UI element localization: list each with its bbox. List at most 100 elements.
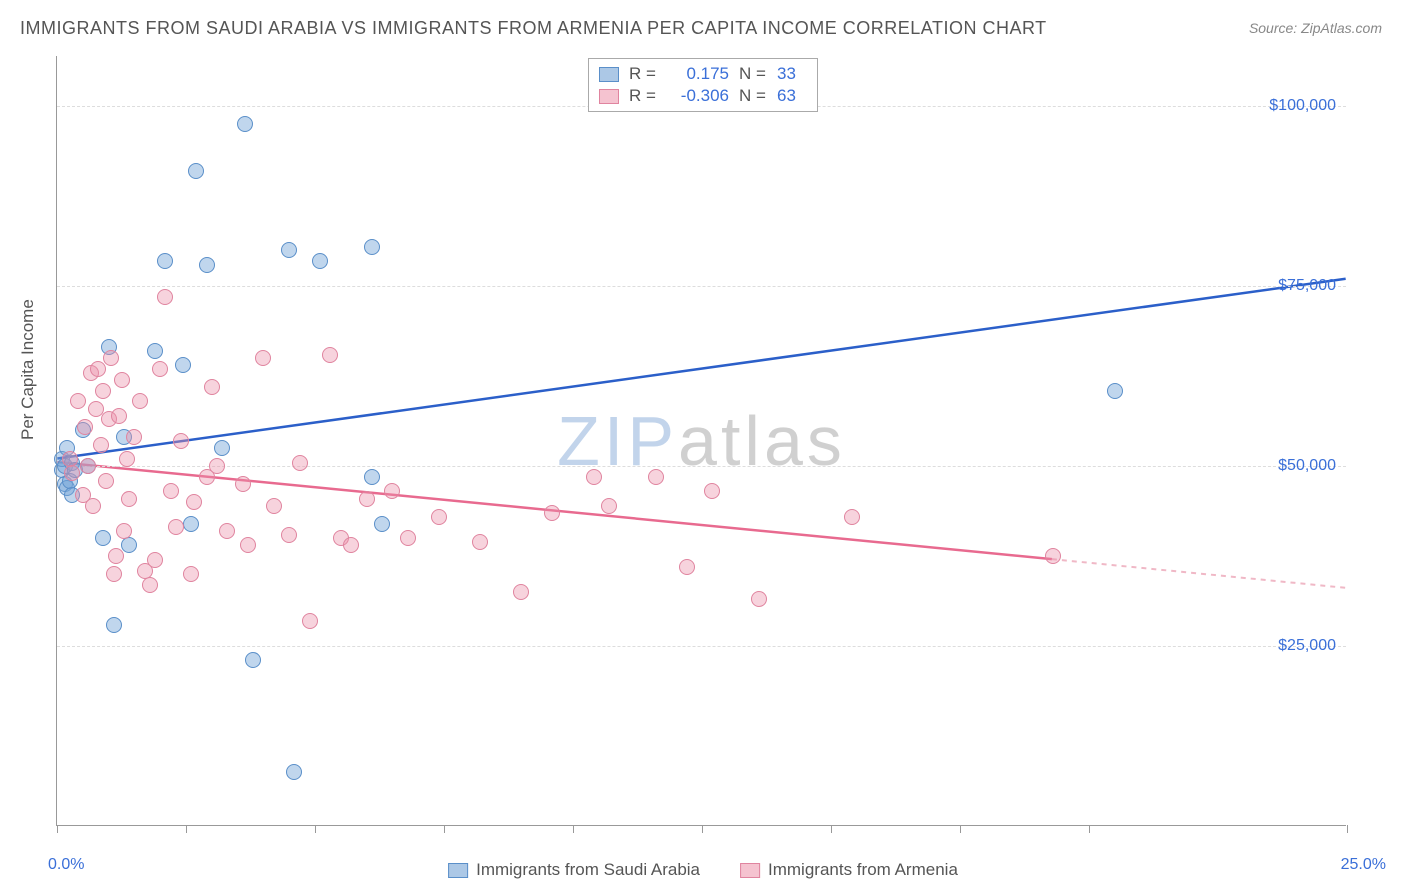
data-point	[245, 652, 261, 668]
gridline	[57, 286, 1346, 287]
data-point	[114, 372, 130, 388]
plot-area: ZIPatlas $25,000$50,000$75,000$100,000	[56, 56, 1346, 826]
data-point	[186, 494, 202, 510]
data-point	[116, 523, 132, 539]
swatch-blue-icon	[599, 67, 619, 82]
data-point	[64, 465, 80, 481]
y-tick-label: $75,000	[1278, 277, 1336, 295]
data-point	[132, 393, 148, 409]
data-point	[121, 491, 137, 507]
data-point	[70, 393, 86, 409]
data-point	[235, 476, 251, 492]
data-point	[431, 509, 447, 525]
data-point	[188, 163, 204, 179]
x-axis-min-label: 0.0%	[48, 856, 84, 874]
data-point	[173, 433, 189, 449]
data-point	[121, 537, 137, 553]
data-point	[183, 516, 199, 532]
x-tick	[1347, 825, 1348, 833]
data-point	[90, 361, 106, 377]
legend-label-2: Immigrants from Armenia	[768, 860, 958, 880]
trendline-extrapolated	[1052, 559, 1346, 588]
watermark-part2: atlas	[678, 402, 846, 480]
data-point	[513, 584, 529, 600]
data-point	[108, 548, 124, 564]
x-tick	[186, 825, 187, 833]
data-point	[364, 469, 380, 485]
data-point	[209, 458, 225, 474]
data-point	[302, 613, 318, 629]
swatch-pink-icon	[740, 863, 760, 878]
data-point	[281, 242, 297, 258]
data-point	[95, 383, 111, 399]
data-point	[199, 257, 215, 273]
data-point	[80, 458, 96, 474]
data-point	[374, 516, 390, 532]
data-point	[601, 498, 617, 514]
data-point	[240, 537, 256, 553]
swatch-blue-icon	[448, 863, 468, 878]
r-label: R =	[629, 63, 657, 85]
data-point	[214, 440, 230, 456]
data-point	[147, 343, 163, 359]
x-tick	[315, 825, 316, 833]
data-point	[119, 451, 135, 467]
data-point	[322, 347, 338, 363]
gridline	[57, 466, 1346, 467]
data-point	[844, 509, 860, 525]
data-point	[98, 473, 114, 489]
x-tick	[960, 825, 961, 833]
y-tick-label: $100,000	[1269, 97, 1336, 115]
data-point	[364, 239, 380, 255]
data-point	[1045, 548, 1061, 564]
data-point	[106, 566, 122, 582]
gridline	[57, 646, 1346, 647]
data-point	[281, 527, 297, 543]
data-point	[85, 498, 101, 514]
x-tick	[831, 825, 832, 833]
data-point	[95, 530, 111, 546]
data-point	[648, 469, 664, 485]
data-point	[400, 530, 416, 546]
legend-row-series2: R = -0.306 N = 63	[599, 85, 807, 107]
data-point	[255, 350, 271, 366]
x-tick	[573, 825, 574, 833]
chart-title: IMMIGRANTS FROM SAUDI ARABIA VS IMMIGRAN…	[20, 18, 1047, 39]
source-attribution: Source: ZipAtlas.com	[1249, 20, 1382, 36]
n-label: N =	[739, 63, 767, 85]
data-point	[704, 483, 720, 499]
x-tick	[1089, 825, 1090, 833]
n-label: N =	[739, 85, 767, 107]
data-point	[292, 455, 308, 471]
x-tick	[444, 825, 445, 833]
data-point	[152, 361, 168, 377]
trendline	[57, 279, 1345, 459]
data-point	[586, 469, 602, 485]
data-point	[266, 498, 282, 514]
data-point	[157, 253, 173, 269]
data-point	[147, 552, 163, 568]
legend-label-1: Immigrants from Saudi Arabia	[476, 860, 700, 880]
y-tick-label: $25,000	[1278, 637, 1336, 655]
swatch-pink-icon	[599, 89, 619, 104]
data-point	[312, 253, 328, 269]
data-point	[343, 537, 359, 553]
data-point	[175, 357, 191, 373]
data-point	[157, 289, 173, 305]
x-tick	[702, 825, 703, 833]
x-tick	[57, 825, 58, 833]
data-point	[204, 379, 220, 395]
legend-row-series1: R = 0.175 N = 33	[599, 63, 807, 85]
data-point	[384, 483, 400, 499]
data-point	[1107, 383, 1123, 399]
data-point	[103, 350, 119, 366]
n-value-2: 63	[777, 85, 807, 107]
trendlines-layer	[57, 56, 1346, 825]
data-point	[163, 483, 179, 499]
data-point	[679, 559, 695, 575]
data-point	[77, 419, 93, 435]
r-value-2: -0.306	[667, 85, 729, 107]
data-point	[472, 534, 488, 550]
y-tick-label: $50,000	[1278, 457, 1336, 475]
correlation-legend: R = 0.175 N = 33 R = -0.306 N = 63	[588, 58, 818, 112]
